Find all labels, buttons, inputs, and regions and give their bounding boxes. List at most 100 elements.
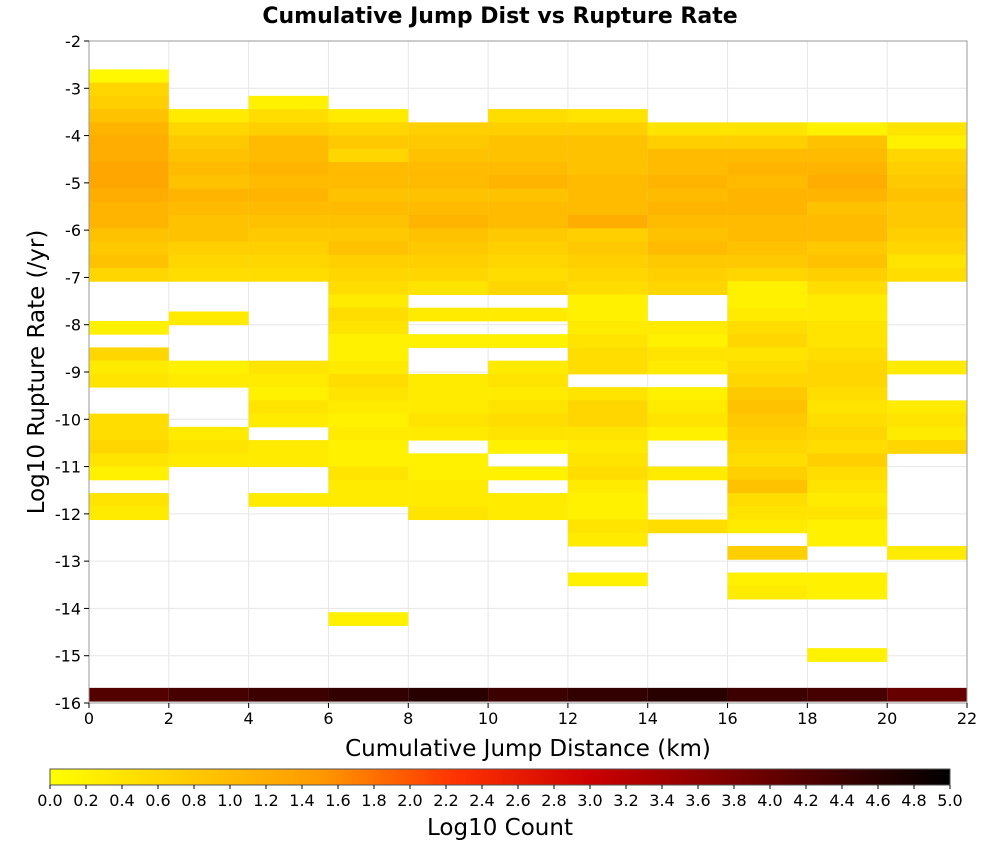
heatmap-cell	[807, 585, 888, 600]
y-tick-label: -12	[55, 505, 81, 524]
heatmap-cell	[807, 320, 888, 335]
heatmap-cell	[408, 687, 489, 702]
heatmap-cell	[168, 122, 249, 137]
heatmap-cell	[488, 215, 568, 229]
heatmap-cell	[567, 267, 648, 282]
heatmap-cell	[887, 241, 967, 256]
heatmap-cell	[488, 109, 568, 123]
colorbar-tick-label: 2.4	[469, 791, 494, 810]
y-tick-label: -15	[55, 647, 81, 666]
heatmap-cell	[727, 687, 808, 702]
heatmap-cell	[408, 373, 489, 388]
heatmap-cell	[647, 387, 728, 401]
heatmap-cell	[89, 228, 169, 242]
heatmap-cell	[807, 440, 888, 454]
heatmap-cell	[168, 254, 249, 269]
y-axis-ticks: -2 -3 -4 -5 -6 -7 -8 -9 -10 -11 -12 -13 -14 -15 -16	[55, 32, 89, 713]
heatmap-cell	[488, 334, 568, 348]
heatmap-cell	[567, 201, 648, 216]
heatmap-cell	[89, 122, 169, 137]
heatmap-cell	[408, 400, 489, 415]
colorbar-tick-label: 3.8	[721, 791, 746, 810]
heatmap-cell	[408, 281, 489, 295]
y-tick-label: -11	[55, 458, 81, 477]
heatmap-cell	[248, 267, 329, 282]
heatmap-cell	[807, 493, 888, 507]
heatmap-cell	[328, 360, 409, 375]
heatmap-cell	[567, 215, 648, 229]
y-tick-label: -10	[55, 410, 81, 429]
heatmap-cell	[328, 400, 409, 415]
heatmap-cell	[408, 188, 489, 203]
heatmap-cell	[807, 506, 888, 521]
heatmap-cell	[488, 687, 568, 702]
heatmap-cell	[328, 162, 409, 176]
heatmap-cell	[488, 267, 568, 282]
heatmap-cell	[567, 466, 648, 481]
heatmap-cell	[168, 109, 249, 123]
heatmap-cell	[887, 228, 967, 242]
heatmap-cell	[727, 148, 808, 163]
heatmap-cell	[727, 426, 808, 441]
heatmap-cell	[807, 453, 888, 468]
heatmap-cell	[567, 519, 648, 534]
heatmap-cell	[807, 122, 888, 137]
heatmap-cell	[89, 162, 169, 176]
heatmap-cell	[168, 687, 249, 702]
heatmap-cell	[328, 687, 409, 702]
heatmap-cell	[408, 135, 489, 150]
heatmap-cell	[248, 373, 329, 388]
heatmap-cell	[807, 519, 888, 534]
heatmap-cell	[647, 201, 728, 216]
heatmap-cell	[647, 148, 728, 163]
heatmap-cell	[887, 122, 967, 137]
heatmap-cell	[168, 241, 249, 256]
heatmap-cell	[89, 453, 169, 468]
heatmap-cell	[488, 254, 568, 269]
colorbar-tick-label: 4.0	[757, 791, 782, 810]
x-tick-label: 8	[403, 709, 413, 728]
y-tick-label: -4	[65, 127, 81, 146]
heatmap-cell	[567, 426, 648, 441]
colorbar-tick-label: 3.4	[649, 791, 674, 810]
heatmap-cell	[89, 373, 169, 388]
heatmap-cell	[89, 69, 169, 84]
colorbar-tick-label: 1.0	[217, 791, 242, 810]
heatmap-cell	[408, 267, 489, 282]
heatmap-cell	[248, 135, 329, 150]
heatmap-cell	[328, 320, 409, 335]
heatmap-cell	[408, 241, 489, 256]
heatmap-cell	[567, 254, 648, 269]
heatmap-cell	[168, 311, 249, 326]
heatmap-cell	[807, 387, 888, 401]
colorbar-tick-label: 3.2	[613, 791, 638, 810]
heatmap-cell	[647, 241, 728, 256]
heatmap-cell	[488, 440, 568, 454]
heatmap-cell	[647, 267, 728, 282]
heatmap-cell	[567, 228, 648, 242]
heatmap-cell	[328, 175, 409, 190]
y-tick-label: -8	[65, 316, 81, 335]
heatmap-cell	[408, 453, 489, 468]
heatmap-cell	[328, 307, 409, 322]
x-tick-label: 16	[717, 709, 737, 728]
heatmap-cell	[89, 493, 169, 507]
heatmap-cell	[408, 334, 489, 348]
heatmap-cell	[727, 413, 808, 428]
heatmap-cell	[89, 95, 169, 110]
heatmap-cell	[807, 175, 888, 190]
heatmap-cell	[488, 307, 568, 322]
heatmap-cell	[807, 281, 888, 295]
heatmap-cell	[887, 440, 967, 454]
heatmap-cell	[328, 347, 409, 362]
heatmap-cell	[488, 360, 568, 375]
x-axis-ticks: 0 2 4 6 8 10 12 14 16 18 20 22	[84, 703, 977, 728]
heatmap-cell	[727, 347, 808, 362]
heatmap-cell	[488, 175, 568, 190]
colorbar-tick-label: 0.2	[73, 791, 98, 810]
heatmap-cell	[89, 426, 169, 441]
heatmap-cell	[408, 122, 489, 137]
y-tick-label: -16	[55, 694, 81, 713]
colorbar-tick-label: 5.0	[937, 791, 962, 810]
heatmap-cell	[727, 294, 808, 309]
